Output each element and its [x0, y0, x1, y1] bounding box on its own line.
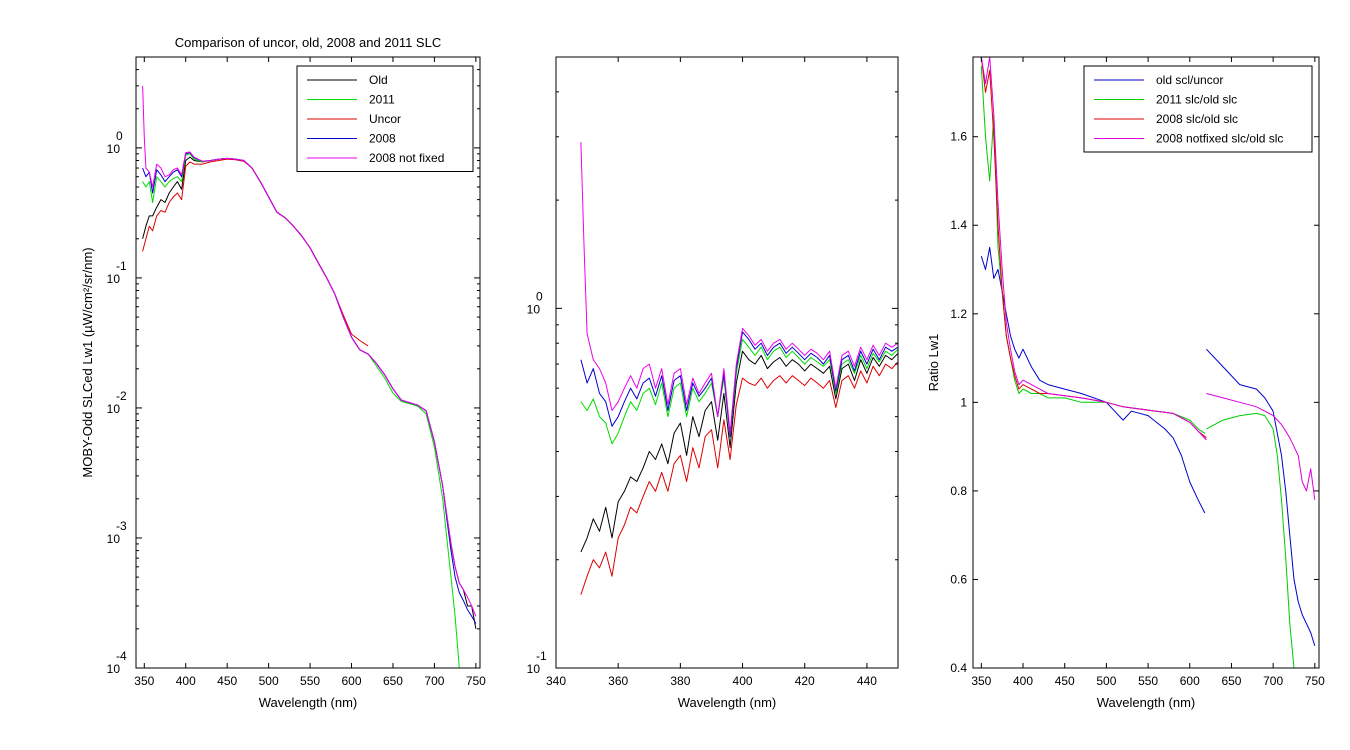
- legend-label: 2008 slc/old slc: [1156, 112, 1238, 126]
- x-tick-label: 500: [1096, 674, 1116, 688]
- y-tick-label: 0.6: [950, 572, 967, 586]
- y-tick-label: 0.4: [950, 661, 967, 675]
- x-tick-label: 550: [300, 674, 320, 688]
- legend-label: Uncor: [369, 112, 401, 126]
- x-tick-label: 400: [1013, 674, 1033, 688]
- x-tick-label: 420: [795, 674, 815, 688]
- y-tick-label-base: 10: [107, 142, 121, 156]
- x-tick-label: 550: [1138, 674, 1158, 688]
- plot-area: [580, 142, 898, 595]
- panel-right: 350 400 450 500 550 600 650 700 750 0.4 0.6 0.8 1 1.2…: [926, 56, 1325, 710]
- x-tick-label: 600: [342, 674, 362, 688]
- series-line-old: [580, 350, 898, 553]
- x-tick-label: 750: [1305, 674, 1325, 688]
- y-tick-label: 0.8: [950, 484, 967, 498]
- legend: old scl/uncor 2011 slc/old slc 2008 slc/ol…: [1083, 65, 1313, 153]
- x-tick-label: 650: [1221, 674, 1241, 688]
- y-tick-label-exponent: 0: [536, 289, 543, 303]
- y-axis-label: MOBY-Odd SLCed Lw1 (µW/cm²/sr/nm): [80, 247, 95, 477]
- x-tick-label: 440: [857, 674, 877, 688]
- y-tick-label-exponent: -3: [116, 519, 127, 533]
- series-line-2008-not-fixed: [580, 142, 898, 434]
- plot-area: [142, 85, 477, 668]
- legend-label: old scl/uncor: [1156, 73, 1223, 87]
- series-line-2011: [580, 338, 898, 445]
- series-line-old-scl-uncor: [980, 246, 1316, 647]
- x-tick-label: 650: [383, 674, 403, 688]
- y-tick-label-base: 10: [527, 302, 541, 316]
- x-axis-label: Wavelength (nm): [1097, 695, 1196, 710]
- chart-title: Comparison of uncor, old, 2008 and 2011 …: [175, 35, 441, 50]
- y-axis-label: Ratio Lw1: [926, 334, 941, 392]
- x-tick-label: 350: [971, 674, 991, 688]
- x-tick-label: 700: [1263, 674, 1283, 688]
- y-tick-label: 1.6: [950, 130, 967, 144]
- y-tick-label: 1.4: [950, 218, 967, 232]
- x-tick-label: 400: [176, 674, 196, 688]
- panel-left: 350 400 450 500 550 600 650 700 75010-410-310-21…: [80, 35, 486, 710]
- x-tick-label: 380: [670, 674, 690, 688]
- legend: Old 2011 Uncor 2008 2008 not fixed: [296, 65, 474, 172]
- x-tick-label: 450: [217, 674, 237, 688]
- plot-area: [980, 57, 1316, 668]
- axes-frame: [972, 56, 1320, 669]
- x-tick-label: 360: [608, 674, 628, 688]
- series-line-2008: [580, 331, 898, 438]
- y-tick-label-base: 10: [107, 402, 121, 416]
- y-tick-label-exponent: -1: [116, 259, 127, 273]
- y-tick-label-exponent: -4: [116, 649, 127, 663]
- y-tick-label-exponent: 0: [116, 129, 123, 143]
- legend-label: 2008 not fixed: [369, 151, 444, 165]
- y-tick-label: 1.2: [950, 307, 967, 321]
- axes-frame: [555, 56, 899, 669]
- x-tick-label: 700: [424, 674, 444, 688]
- y-tick-label-base: 10: [107, 662, 121, 676]
- legend-label: 2011: [369, 93, 395, 107]
- y-tick-label-base: 10: [527, 662, 541, 676]
- x-tick-label: 600: [1180, 674, 1200, 688]
- legend-label: Old: [369, 73, 388, 87]
- y-tick-label-base: 10: [107, 272, 121, 286]
- series-line-2008-notfixed-slc-old-slc: [980, 57, 1316, 500]
- y-tick-label: 1: [960, 395, 967, 409]
- y-tick-label-exponent: -1: [536, 649, 547, 663]
- legend-label: 2011 slc/old slc: [1156, 93, 1237, 107]
- x-tick-label: 450: [1055, 674, 1075, 688]
- legend-label: 2008 notfixed slc/old slc: [1156, 132, 1283, 146]
- x-tick-label: 750: [466, 674, 486, 688]
- x-axis-label: Wavelength (nm): [259, 695, 358, 710]
- x-tick-label: 350: [134, 674, 154, 688]
- x-tick-label: 500: [259, 674, 279, 688]
- axes-frame: [135, 56, 481, 669]
- series-line-2008-not-fixed: [142, 85, 477, 617]
- x-tick-label: 400: [733, 674, 753, 688]
- x-axis-label: Wavelength (nm): [678, 695, 777, 710]
- legend-label: 2008: [369, 132, 396, 146]
- x-tick-label: 340: [546, 674, 566, 688]
- series-line-uncor: [580, 361, 898, 595]
- y-tick-label-exponent: -2: [116, 389, 127, 403]
- y-tick-label-base: 10: [107, 532, 121, 546]
